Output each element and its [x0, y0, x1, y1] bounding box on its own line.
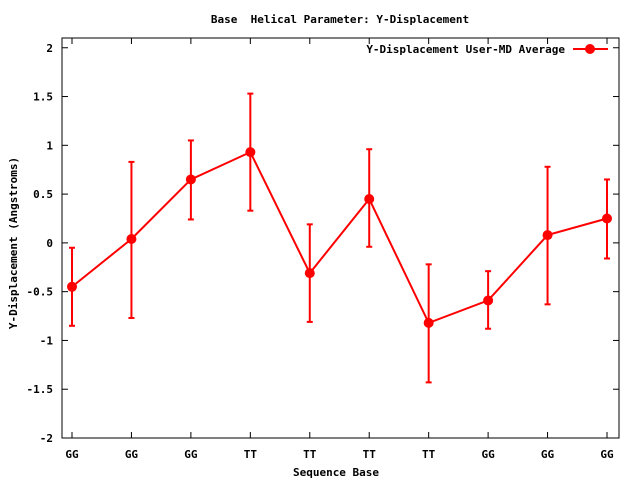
data-point [364, 193, 375, 204]
data-point [542, 230, 553, 241]
x-tick-label: GG [600, 448, 614, 461]
data-point [185, 174, 196, 185]
data-point [602, 213, 612, 224]
x-tick-label: GG [184, 448, 198, 461]
legend-label: Y-Displacement User-MD Average [366, 43, 565, 56]
y-axis: -2 -1.5 -1 -0.5 0 0.5 1 1.5 2 [27, 42, 619, 445]
x-tick-label: TT [244, 448, 258, 461]
chart-title: Base Helical Parameter: Y-Displacement [211, 13, 469, 26]
data-point [126, 233, 137, 244]
x-tick-label: GG [481, 448, 495, 461]
x-tick-label: TT [303, 448, 317, 461]
data-point [423, 317, 434, 328]
series-line [71, 150, 608, 325]
x-tick-label: TT [363, 448, 377, 461]
x-axis: GG GG GG TT TT TT TT GG GG GG [65, 38, 614, 461]
y-tick-label: 1.5 [33, 91, 53, 104]
y-tick-label: -1 [40, 334, 54, 347]
y-tick-label: 1 [46, 139, 53, 152]
data-point [67, 281, 77, 292]
y-tick-label: -1.5 [27, 383, 54, 396]
data-point [483, 295, 494, 306]
x-axis-label: Sequence Base [293, 466, 379, 479]
data-point [245, 147, 256, 158]
y-tick-label: 0 [46, 237, 53, 250]
y-tick-label: -2 [40, 432, 53, 445]
y-axis-label: Y-Displacement (Angstroms) [7, 157, 20, 329]
y-tick-label: 0.5 [33, 188, 53, 201]
legend: Y-Displacement User-MD Average [366, 43, 608, 56]
series-layer [67, 92, 612, 384]
data-point [304, 268, 315, 279]
x-tick-label: GG [65, 448, 79, 461]
plot-frame [61, 37, 620, 439]
x-tick-label: GG [125, 448, 139, 461]
x-tick-label: GG [541, 448, 555, 461]
y-tick-label: 2 [46, 42, 53, 55]
x-tick-label: TT [422, 448, 436, 461]
legend-marker [585, 44, 595, 54]
y-tick-label: -0.5 [27, 286, 54, 299]
